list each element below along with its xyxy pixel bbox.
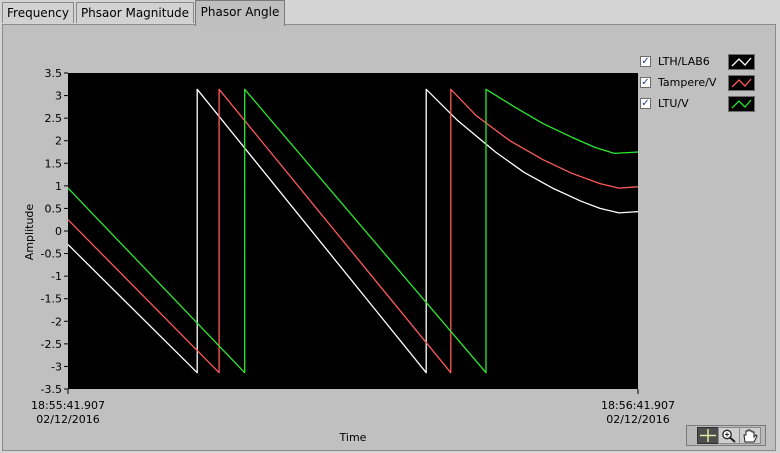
x-tick-date-label: 02/12/2016 <box>606 413 669 426</box>
y-tick-label: 3 <box>55 90 62 103</box>
y-tick-label: 3.5 <box>45 67 63 80</box>
plot-area[interactable] <box>68 73 638 389</box>
checkbox-icon[interactable]: ✓ <box>640 56 651 67</box>
legend-label: LTU/V <box>658 97 689 110</box>
series-swatch[interactable] <box>728 54 755 70</box>
plot-series <box>67 88 639 374</box>
x-axis: 18:55:41.90702/12/201618:56:41.90702/12/… <box>31 389 675 426</box>
y-axis: 3.5 3 2.5 2 1.5 1 0.5 0 -0.5 -1 -1.5 -2 -2.5 -3 -3.5 <box>41 67 68 396</box>
x-axis-title: Time <box>339 431 367 444</box>
y-tick-label: -1 <box>51 270 62 283</box>
y-tick-label: 2.5 <box>45 112 63 125</box>
y-tick-label: 1.5 <box>45 157 63 170</box>
pan-hand-icon[interactable] <box>739 427 761 444</box>
y-tick-label: -0.5 <box>41 248 62 261</box>
series-swatch[interactable] <box>728 96 755 112</box>
plot-legend: ✓ LTH/LAB6 ✓ Tampere/V ✓ LTU/V <box>640 54 765 117</box>
y-tick-label: -3 <box>51 360 62 373</box>
zoom-icon[interactable] <box>718 427 740 444</box>
y-tick-label: 0 <box>55 225 62 238</box>
tab-bar: Frequency Phsaor Magnitude Phasor Angle <box>0 0 780 26</box>
tab-phasor-magnitude[interactable]: Phsaor Magnitude <box>76 2 194 23</box>
checkbox-icon[interactable]: ✓ <box>640 77 651 88</box>
crosshair-cursor-icon[interactable] <box>697 427 719 444</box>
legend-item-lth-lab6[interactable]: ✓ LTH/LAB6 <box>640 54 765 75</box>
swatch-line <box>731 57 752 67</box>
y-tick-label: -1.5 <box>41 293 62 306</box>
checkbox-icon[interactable]: ✓ <box>640 98 651 109</box>
series-line-2 <box>67 88 639 374</box>
graph-palette <box>686 425 766 446</box>
x-tick-time-label: 18:55:41.907 <box>31 399 105 412</box>
y-tick-label: -2.5 <box>41 338 62 351</box>
series-swatch[interactable] <box>728 75 755 91</box>
y-tick-label: 0.5 <box>45 202 63 215</box>
series-line-1 <box>67 88 639 374</box>
y-tick-label: -2 <box>51 315 62 328</box>
legend-label: Tampere/V <box>658 76 717 89</box>
tab-phasor-angle[interactable]: Phasor Angle <box>195 0 285 26</box>
tab-frequency[interactable]: Frequency <box>2 2 74 23</box>
legend-item-tampere-v[interactable]: ✓ Tampere/V <box>640 75 765 96</box>
x-tick-date-label: 02/12/2016 <box>36 413 99 426</box>
y-tick-label: 1 <box>55 180 62 193</box>
x-tick-time-label: 18:56:41.907 <box>601 399 675 412</box>
y-tick-label: -3.5 <box>41 383 62 396</box>
legend-label: LTH/LAB6 <box>658 55 710 68</box>
tab-label: Frequency <box>7 6 69 20</box>
tab-label: Phsaor Magnitude <box>80 6 190 20</box>
tab-label: Phasor Angle <box>200 5 280 19</box>
y-axis-title: Amplitude <box>23 204 36 261</box>
series-line-3 <box>67 88 639 374</box>
swatch-line <box>731 78 752 88</box>
legend-item-ltu-v[interactable]: ✓ LTU/V <box>640 96 765 117</box>
y-tick-label: 2 <box>55 135 62 148</box>
swatch-line <box>731 99 752 109</box>
